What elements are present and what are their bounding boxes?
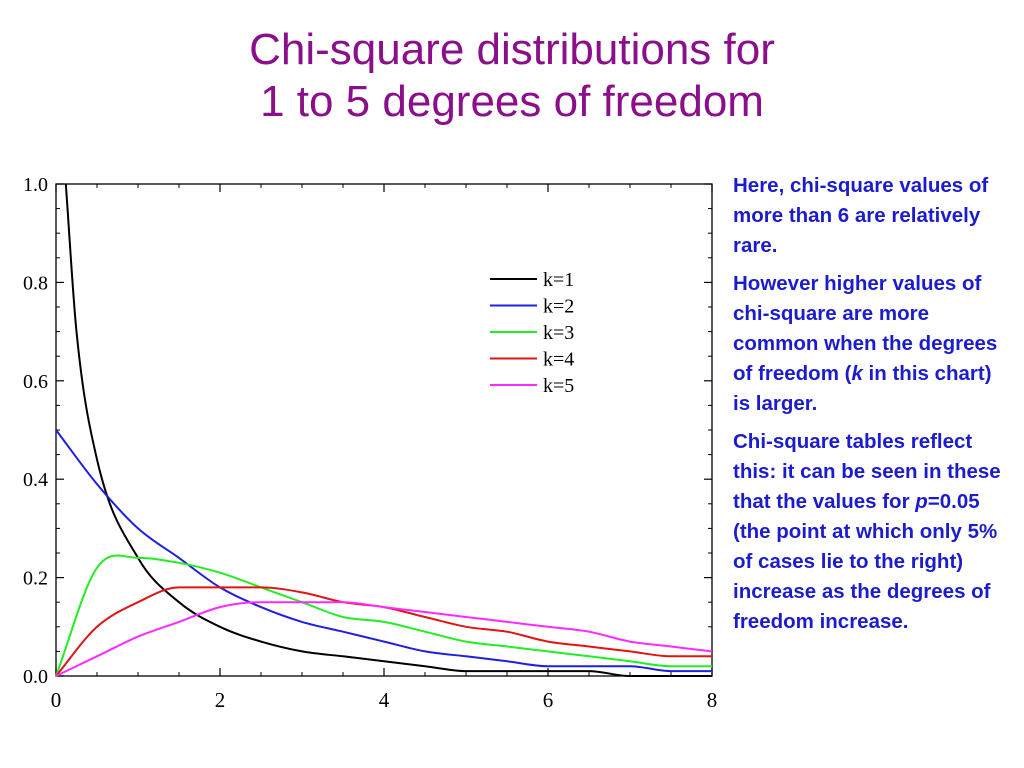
series-line-k2	[55, 429, 712, 673]
legend: k=1 k=2 k=3 k=4 k=5	[490, 269, 574, 397]
x-tick-label: 8	[707, 688, 718, 712]
note-2-k-italic: k	[851, 362, 863, 385]
note-paragraph-3: Chi-square tables reflect this: it can b…	[733, 427, 1013, 637]
note-2-text-b: in this chart) is larger.	[733, 362, 992, 415]
series-line-k3	[55, 554, 712, 677]
y-tick-label: 1.0	[23, 174, 48, 196]
legend-label-k3: k=3	[543, 322, 574, 344]
note-3-text-b: =0.05 (the point at which only 5% of cas…	[733, 490, 998, 633]
legend-label-k4: k=4	[543, 349, 574, 371]
note-3-p-italic: p	[915, 490, 928, 513]
series-line-k4	[55, 586, 712, 677]
x-tick-label: 0	[51, 688, 62, 712]
y-tick-label: 0.2	[23, 568, 48, 590]
note-paragraph-1: Here, chi-square values of more than 6 a…	[733, 174, 989, 257]
explanation-text: Here, chi-square values of more than 6 a…	[733, 171, 1013, 645]
tick-labels: 0 2 4 6 8 0.0 0.2 0.4 0.6 0.8 1.0	[23, 174, 717, 712]
y-tick-label: 0.4	[23, 469, 48, 491]
x-tick-label: 4	[379, 688, 390, 712]
axis-ticks	[55, 183, 713, 677]
plot-frame	[55, 183, 713, 677]
y-tick-label: 0.6	[23, 371, 48, 393]
y-tick-label: 0.0	[23, 666, 48, 688]
y-tick-label: 0.8	[23, 272, 48, 294]
legend-label-k2: k=2	[543, 296, 574, 318]
note-paragraph-2: However higher values of chi-square are …	[733, 269, 1013, 419]
title-line-2: 1 to 5 degrees of freedom	[260, 77, 764, 126]
title-line-1: Chi-square distributions for	[249, 25, 775, 74]
slide-title: Chi-square distributions for 1 to 5 degr…	[0, 24, 1024, 128]
legend-label-k5: k=5	[543, 375, 574, 397]
chi-square-chart: 0 2 4 6 8 0.0 0.2 0.4 0.6 0.8 1.0 k=1 k=2 k=3 k=4 k=5	[23, 174, 717, 712]
note-3-text-a: Chi-square tables reflect this: it can b…	[733, 430, 1001, 513]
note-2-text-a: However higher values of chi-square are …	[733, 272, 998, 385]
x-tick-label: 2	[215, 688, 226, 712]
series-line-k1	[64, 183, 712, 677]
x-tick-label: 6	[543, 688, 554, 712]
legend-label-k1: k=1	[543, 269, 574, 291]
series-line-k5	[55, 601, 713, 677]
series-lines	[55, 183, 713, 677]
